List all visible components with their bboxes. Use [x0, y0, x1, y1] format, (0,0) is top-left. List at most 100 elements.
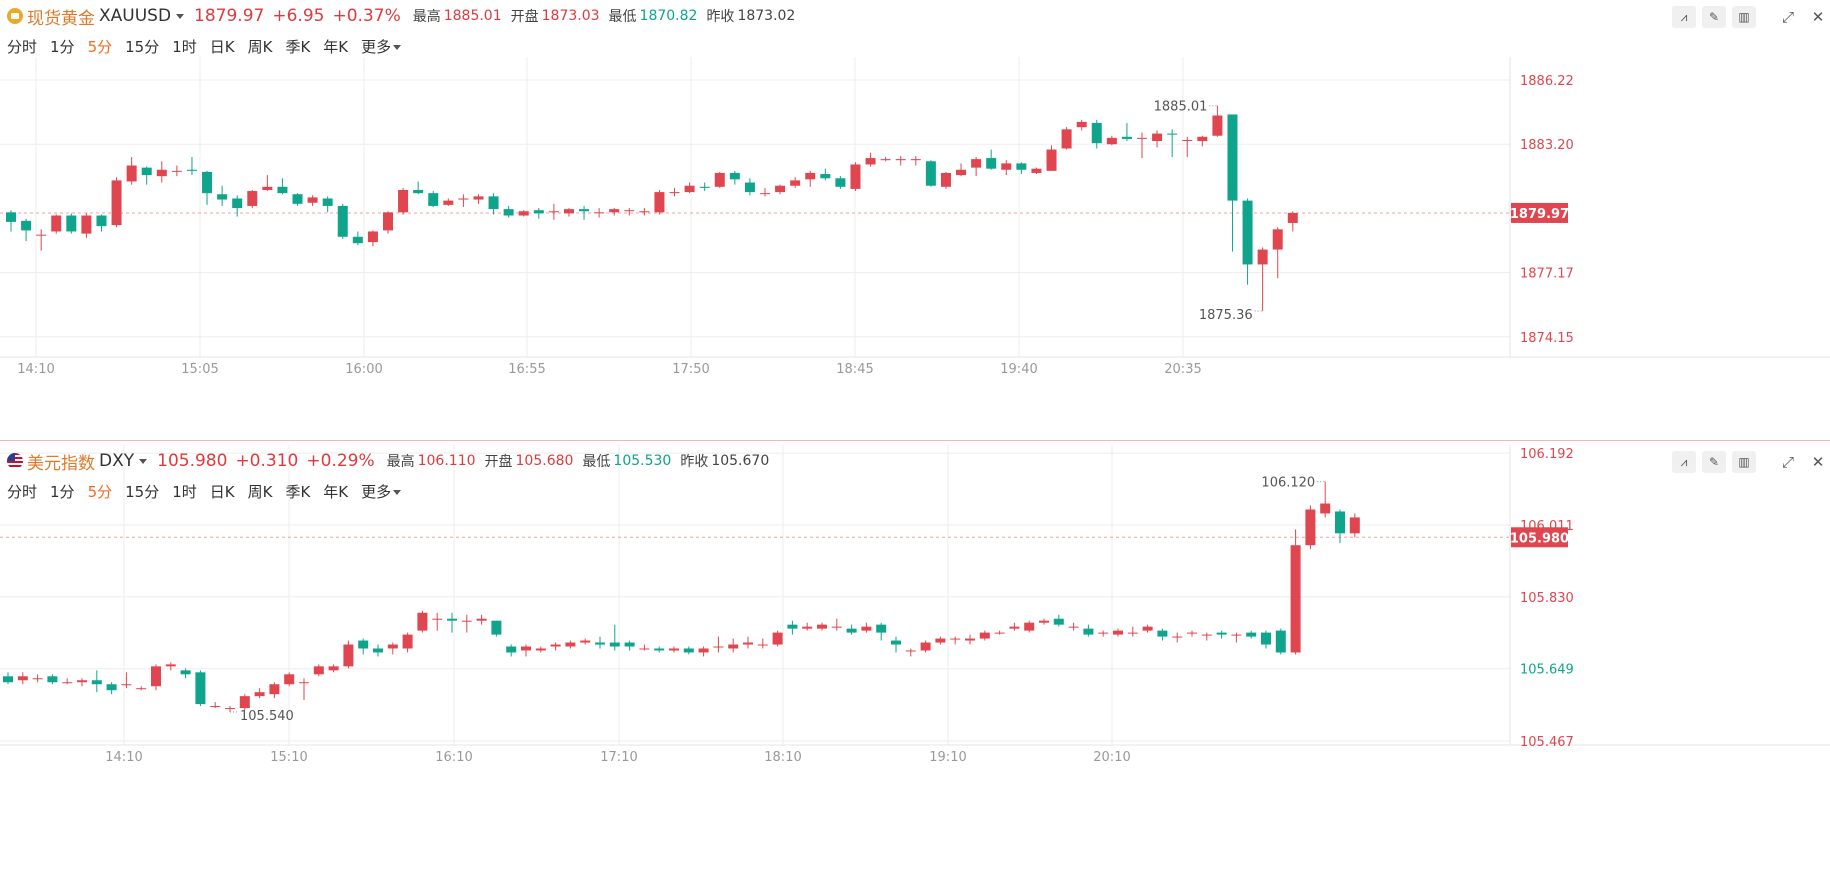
candle[interactable]	[77, 678, 87, 687]
candle[interactable]	[1152, 130, 1163, 148]
candle[interactable]	[1121, 122, 1132, 142]
draw-pen-icon[interactable]: ✎	[1702, 451, 1726, 473]
candle[interactable]	[956, 163, 967, 177]
candle[interactable]	[905, 648, 916, 657]
candle[interactable]	[895, 155, 906, 166]
candle[interactable]	[579, 205, 590, 220]
candle[interactable]	[865, 152, 876, 167]
candle[interactable]	[506, 644, 517, 657]
candle[interactable]	[337, 203, 348, 239]
period-tab[interactable]: 1分	[50, 37, 75, 56]
candle[interactable]	[47, 674, 58, 685]
candle[interactable]	[1142, 624, 1153, 633]
candle[interactable]	[126, 157, 137, 185]
candle[interactable]	[458, 194, 469, 207]
candle[interactable]	[1305, 505, 1316, 550]
candle[interactable]	[21, 218, 32, 242]
chevron-down-icon[interactable]	[139, 458, 148, 464]
candle[interactable]	[775, 184, 786, 195]
candle[interactable]	[831, 618, 842, 631]
candle[interactable]	[1212, 105, 1223, 137]
candle[interactable]	[1046, 145, 1057, 171]
candle[interactable]	[654, 646, 665, 653]
symbol-selector[interactable]: DXY	[99, 451, 135, 471]
candle[interactable]	[232, 195, 243, 217]
candle[interactable]	[521, 644, 531, 657]
candle[interactable]	[277, 178, 288, 195]
candle[interactable]	[744, 178, 755, 196]
candle[interactable]	[195, 670, 206, 707]
candle[interactable]	[1272, 227, 1283, 279]
candle[interactable]	[96, 214, 107, 232]
candle[interactable]	[986, 149, 997, 170]
candle[interactable]	[1061, 127, 1072, 150]
candle[interactable]	[1242, 198, 1253, 285]
indicator-icon[interactable]: ⩘	[1672, 451, 1696, 473]
candle[interactable]	[322, 196, 333, 213]
candle[interactable]	[503, 205, 514, 218]
candle[interactable]	[790, 177, 801, 188]
indicator-icon[interactable]: ⩘	[1672, 6, 1696, 28]
candle[interactable]	[461, 614, 472, 633]
candle[interactable]	[1068, 622, 1079, 631]
candle[interactable]	[428, 191, 439, 207]
candle[interactable]	[925, 160, 936, 187]
candle[interactable]	[1349, 513, 1360, 538]
candle[interactable]	[141, 166, 152, 185]
candle[interactable]	[473, 194, 484, 204]
candle[interactable]	[307, 195, 318, 206]
candle[interactable]	[1098, 630, 1109, 637]
candle[interactable]	[1016, 162, 1027, 175]
candle[interactable]	[1335, 509, 1345, 544]
expand-icon[interactable]: ⤢	[1781, 8, 1794, 26]
candle[interactable]	[91, 670, 102, 693]
candle[interactable]	[714, 171, 725, 188]
candle[interactable]	[358, 638, 369, 655]
candle[interactable]	[1106, 135, 1117, 146]
candle[interactable]	[111, 177, 122, 228]
candle[interactable]	[772, 630, 783, 647]
candle[interactable]	[965, 634, 975, 645]
period-tab-active[interactable]: 5分	[87, 482, 113, 501]
candle[interactable]	[1246, 630, 1257, 639]
candle[interactable]	[225, 706, 235, 713]
candle[interactable]	[373, 644, 383, 657]
more-menu[interactable]: 更多	[361, 481, 402, 502]
candle[interactable]	[994, 630, 1005, 635]
candle[interactable]	[565, 640, 576, 649]
candle[interactable]	[1197, 135, 1208, 147]
candle[interactable]	[787, 620, 798, 635]
candle[interactable]	[247, 189, 258, 209]
candle[interactable]	[1127, 626, 1138, 637]
period-tab[interactable]: 15分	[125, 482, 160, 501]
candle[interactable]	[609, 208, 620, 216]
candle[interactable]	[217, 185, 228, 206]
candle[interactable]	[910, 155, 921, 166]
candle[interactable]	[535, 646, 546, 653]
candle[interactable]	[36, 229, 47, 251]
candle[interactable]	[1167, 129, 1178, 157]
candle[interactable]	[3, 672, 13, 685]
gold-candlestick-chart[interactable]: 1886.22 1883.20 1877.17 1874.15 14:10 15:05 16…	[0, 0, 1830, 440]
period-tab[interactable]: 周K	[247, 37, 273, 56]
candle[interactable]	[595, 636, 605, 649]
candle[interactable]	[476, 614, 487, 625]
candle[interactable]	[343, 640, 354, 669]
candle[interactable]	[383, 211, 393, 234]
candle[interactable]	[920, 640, 931, 653]
candle[interactable]	[186, 157, 197, 176]
candle[interactable]	[417, 610, 428, 633]
period-tab[interactable]: 周K	[247, 482, 273, 501]
candle[interactable]	[51, 214, 62, 234]
more-menu[interactable]: 更多	[361, 36, 402, 57]
period-tab[interactable]: 分时	[7, 482, 38, 501]
candle[interactable]	[239, 694, 250, 711]
candle[interactable]	[447, 612, 457, 633]
candle[interactable]	[1009, 622, 1020, 631]
candle[interactable]	[1083, 624, 1094, 637]
candle[interactable]	[262, 175, 273, 192]
candle[interactable]	[17, 672, 28, 685]
candle[interactable]	[594, 208, 605, 218]
candle[interactable]	[1091, 119, 1102, 149]
candle[interactable]	[1076, 119, 1087, 131]
